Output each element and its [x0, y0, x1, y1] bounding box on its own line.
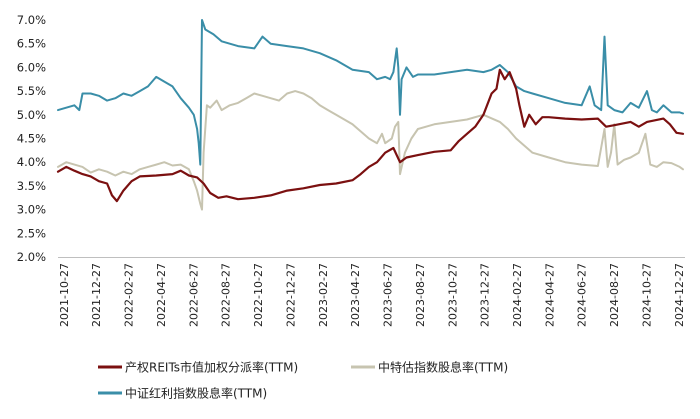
x-tick-label: 2023-10-27: [446, 263, 459, 327]
y-tick-label: 6.0%: [17, 60, 46, 74]
x-tick-label: 2022-12-27: [284, 263, 297, 327]
y-tick-label: 4.5%: [17, 132, 46, 146]
x-tick-label: 2021-12-27: [90, 263, 103, 327]
legend: 产权REITs市值加权分派率(TTM) 中特估指数股息率(TTM) 中证红利指数股息…: [98, 360, 508, 401]
x-tick-label: 2023-08-27: [414, 263, 427, 327]
legend-label-1: 中特估指数股息率(TTM): [378, 360, 508, 375]
y-axis-tick-labels: 2.0% 2.5% 3.0% 3.5% 4.0% 4.5% 5.0% 5.5% 6.0% 6.5%…: [17, 13, 46, 264]
series-line-2: [57, 19, 684, 166]
y-tick-label: 3.5%: [17, 179, 46, 193]
x-tick-label: 2024-06-27: [576, 263, 589, 327]
x-tick-label: 2024-12-27: [673, 263, 686, 327]
x-tick-label: 2022-04-27: [155, 263, 168, 327]
x-tick-label: 2024-02-27: [511, 263, 524, 327]
y-tick-label: 5.0%: [17, 108, 46, 122]
x-tick-label: 2023-12-27: [479, 263, 492, 327]
x-tick-label: 2022-10-27: [252, 263, 265, 327]
x-tick-label: 2022-06-27: [187, 263, 200, 327]
x-tick-label: 2021-10-27: [58, 263, 71, 327]
series-line-1: [57, 90, 684, 211]
x-tick-label: 2023-02-27: [317, 263, 330, 327]
legend-label-2: 中证红利指数股息率(TTM): [125, 386, 267, 401]
y-tick-label: 5.5%: [17, 84, 46, 98]
series-line-0: [56, 68, 685, 203]
x-tick-label: 2024-10-27: [640, 263, 653, 327]
y-tick-label: 2.0%: [17, 250, 46, 264]
x-tick-label: 2023-06-27: [382, 263, 395, 327]
x-tick-label: 2022-08-27: [220, 263, 233, 327]
y-tick-label: 3.0%: [17, 203, 46, 217]
series-layer: [56, 19, 685, 211]
legend-label-0: 产权REITs市值加权分派率(TTM): [125, 360, 298, 375]
y-tick-label: 2.5%: [17, 226, 46, 240]
y-tick-label: 6.5%: [17, 37, 46, 51]
x-tick-label: 2023-04-27: [349, 263, 362, 327]
x-tick-label: 2024-08-27: [608, 263, 621, 327]
x-tick-label: 2022-02-27: [123, 263, 136, 327]
x-axis-tick-labels: 2021-10-27 2021-12-27 2022-02-27 2022-04-27…: [58, 263, 686, 327]
y-tick-label: 4.0%: [17, 155, 46, 169]
x-tick-label: 2024-04-27: [543, 263, 556, 327]
y-tick-label: 7.0%: [17, 13, 46, 27]
